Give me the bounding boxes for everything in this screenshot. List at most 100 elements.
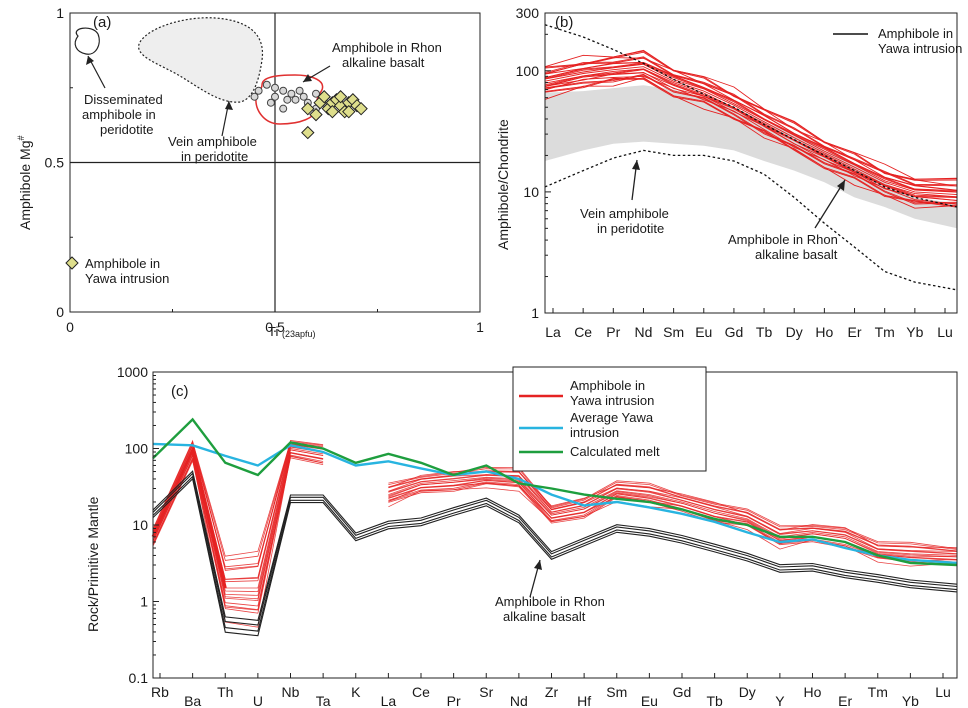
x-tick-label-b: Lu <box>937 324 953 340</box>
y-tick-label-c: 0.1 <box>129 670 149 686</box>
point-rhon <box>254 86 263 95</box>
x-axis-label-a: Ti (23apfu) <box>268 324 316 339</box>
point-rhon <box>287 89 296 98</box>
y-tick-label-b: 300 <box>516 5 540 21</box>
band-rhon <box>545 85 957 229</box>
label-b-vein-line1: Vein amphibole <box>580 206 669 221</box>
x-tick-label-c: Ta <box>316 693 331 708</box>
x-tick-label-c: Pr <box>447 693 461 708</box>
label-a-rhon-line1: Amphibole in Rhon <box>332 40 442 55</box>
label-a-diss-line1: Disseminated <box>84 92 163 107</box>
label-a-diss-line2: amphibole in <box>82 107 156 122</box>
x-tick-label-b: La <box>545 324 561 340</box>
point-rhon <box>299 92 308 101</box>
arrow-a-disseminated-head <box>86 56 94 65</box>
point-yawa <box>333 90 348 104</box>
y-axis-label-a: Amphibole Mg# <box>16 135 33 230</box>
point-yawa <box>301 101 315 116</box>
line-rhon-sample <box>152 475 958 632</box>
x-tick-label-c: Tm <box>868 684 888 700</box>
arrow-b-rhon-head <box>837 180 845 191</box>
panel-b-label: (b) <box>555 14 573 31</box>
legend-a-yawa-line1: Amphibole in <box>85 256 160 271</box>
legend-a-yawa-marker <box>65 256 79 270</box>
arrow-a-rhon-head <box>303 74 312 82</box>
field-vein <box>138 17 264 103</box>
x-tick-label-a: 1 <box>476 319 484 335</box>
label-b-vein-line2: in peridotite <box>597 221 664 236</box>
x-tick-label-b: Ce <box>574 324 592 340</box>
x-tick-label-c: La <box>381 693 397 708</box>
panel-c-label: (c) <box>171 383 189 400</box>
line-yawa-sample <box>388 474 958 555</box>
field-disseminated <box>74 27 100 55</box>
x-tick-label-c: Er <box>838 693 852 708</box>
panel-a-points <box>65 80 368 270</box>
line-rhon-sample <box>152 472 958 626</box>
line-yawa-sample <box>388 478 958 558</box>
x-tick-label-c: Ba <box>184 693 201 708</box>
x-tick-label-b: Pr <box>606 324 620 340</box>
panel-b-rhon-band <box>545 85 957 229</box>
x-tick-label-c: Nb <box>282 684 300 700</box>
line-yawa-sample <box>544 72 958 201</box>
label-a-vein-line2: in peridotite <box>181 149 248 164</box>
line-yawa-sample <box>544 62 958 191</box>
x-tick-label-b: Yb <box>906 324 923 340</box>
line-rhon-sample <box>152 477 958 637</box>
point-rhon <box>279 104 288 113</box>
point-rhon <box>312 89 320 98</box>
x-tick-label-b: Eu <box>695 324 712 340</box>
x-tick-label-c: Tb <box>706 693 723 708</box>
point-rhon <box>250 92 259 101</box>
point-rhon <box>295 86 304 95</box>
x-tick-label-c: Nd <box>510 693 528 708</box>
x-tick-label-c: Lu <box>935 684 951 700</box>
label-a-rhon-line2: alkaline basalt <box>342 55 425 70</box>
line-yawa-sample <box>388 474 958 552</box>
line-yawa-sample <box>152 449 324 593</box>
y-tick-label-c: 100 <box>125 441 149 457</box>
y-tick-label-b: 1 <box>531 305 539 321</box>
x-tick-label-b: Dy <box>786 324 803 340</box>
arrow-b-vein-head <box>632 160 640 170</box>
line-yawa-sample <box>544 51 958 181</box>
line-rhon-sample <box>152 470 958 621</box>
x-tick-label-c: Sr <box>479 684 493 700</box>
panel-c-ticks: 0.1 1 10 100 1000 Rb Ba Th U Nb Ta K La Ce Pr Sr Nd Zr Hf S… <box>117 364 951 708</box>
legend-c-box <box>512 366 707 472</box>
line-yawa-sample <box>388 477 958 558</box>
panel-a: (a) 0 0.5 1 0 0.5 1 Amphibole in Yawa intrusi… <box>16 5 484 339</box>
x-tick-label-c: Eu <box>641 693 658 708</box>
line-yawa-sample <box>152 443 324 568</box>
label-c-rhon-line1: Amphibole in Rhon <box>495 594 605 609</box>
line-yawa-sample <box>152 452 324 602</box>
panel-b-ticks: 1 10 100 300 La Ce Pr Nd Sm Eu Gd Tb Dy Ho Er Tm Yb Lu <box>516 5 953 340</box>
x-tick-label-c: Th <box>217 684 233 700</box>
line-yawa-sample <box>544 68 958 198</box>
y-tick-label-c: 1000 <box>117 364 148 380</box>
x-tick-label-c: Ho <box>804 684 822 700</box>
point-yawa <box>354 101 368 116</box>
x-tick-label-b: Ho <box>815 324 833 340</box>
line-yawa-sample <box>544 77 958 207</box>
point-rhon <box>283 95 292 104</box>
label-c-rhon-line2: alkaline basalt <box>503 609 586 624</box>
line-average-yawa <box>152 442 958 565</box>
label-a-diss-line3: peridotite <box>100 122 153 137</box>
x-tick-label-b: Sm <box>663 324 684 340</box>
point-rhon <box>262 80 271 89</box>
line-vein-upper <box>544 24 958 208</box>
point-rhon <box>271 83 279 92</box>
x-tick-label-c: Sm <box>606 684 627 700</box>
legend-c-average-line1: Average Yawa <box>570 410 654 425</box>
legend-c-yawa-line2: Yawa intrusion <box>570 393 654 408</box>
x-tick-label-c: U <box>253 693 263 708</box>
legend-b-line1: Amphibole in <box>878 26 953 41</box>
x-tick-label-c: Y <box>775 693 785 708</box>
line-yawa-sample <box>152 448 324 589</box>
line-yawa-sample <box>388 481 958 563</box>
y-axis-label-c: Rock/Primitive Mantle <box>85 496 101 632</box>
x-tick-label-c: Yb <box>902 693 919 708</box>
panel-b-vein-bounds <box>544 24 958 291</box>
